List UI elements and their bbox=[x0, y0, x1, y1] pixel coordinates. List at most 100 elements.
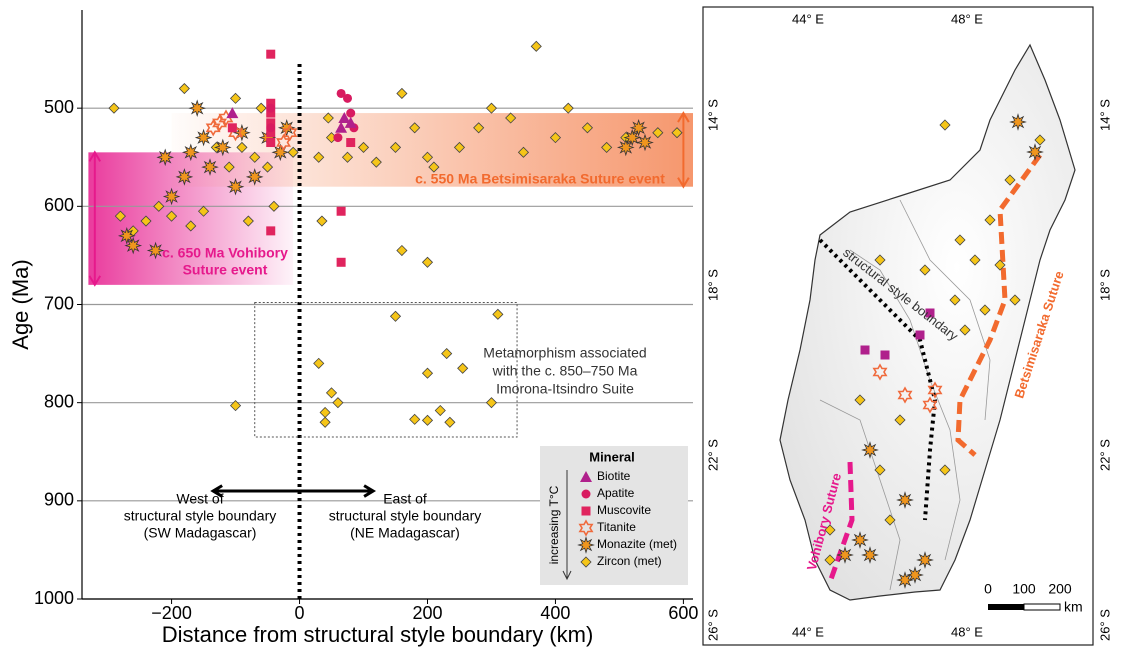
diamond-marker bbox=[422, 257, 432, 267]
diamond-marker bbox=[422, 415, 432, 425]
star-marker bbox=[190, 101, 205, 116]
scale-label: 0 bbox=[984, 581, 992, 597]
west-label: (SW Madagascar) bbox=[144, 525, 257, 541]
star-marker bbox=[158, 150, 173, 165]
west-label: structural style boundary bbox=[124, 508, 277, 524]
star-marker bbox=[126, 238, 141, 253]
legend-label: Muscovite bbox=[597, 503, 651, 517]
y-axis-label: Age (Ma) bbox=[8, 259, 33, 349]
x-tick-label: 400 bbox=[540, 603, 570, 623]
diamond-marker bbox=[256, 103, 266, 113]
band-label: c. 650 Ma Vohibory bbox=[162, 245, 288, 261]
lat-label: 26° S bbox=[705, 609, 720, 641]
lon-label: 44° E bbox=[792, 11, 824, 26]
scatter-chart: 5006007008009001000−2000200400600Distanc… bbox=[8, 10, 699, 647]
star-marker bbox=[863, 443, 878, 458]
box-label: Metamorphism associated bbox=[483, 345, 646, 361]
legend-label: Zircon (met) bbox=[597, 554, 662, 568]
star-marker bbox=[579, 538, 594, 553]
diamond-marker bbox=[442, 349, 452, 359]
diamond-marker bbox=[563, 103, 573, 113]
lat-label: 18° S bbox=[1097, 269, 1112, 301]
box-label: with the c. 850–750 Ma bbox=[492, 363, 638, 379]
diamond-marker bbox=[314, 358, 324, 368]
star-marker bbox=[898, 493, 913, 508]
square-marker bbox=[346, 138, 355, 147]
metamorphism-box bbox=[255, 303, 517, 437]
scale-label: 100 bbox=[1012, 581, 1036, 597]
diamond-marker bbox=[486, 103, 496, 113]
square-marker bbox=[266, 50, 275, 59]
legend-label: Apatite bbox=[597, 486, 635, 500]
square-marker bbox=[228, 123, 237, 132]
circle-marker bbox=[346, 109, 355, 118]
diamond-marker bbox=[320, 407, 330, 417]
circle-marker bbox=[266, 123, 275, 132]
star-marker bbox=[183, 145, 198, 160]
diamond-marker bbox=[390, 311, 400, 321]
scale-label: 200 bbox=[1048, 581, 1072, 597]
lat-label: 18° S bbox=[705, 269, 720, 301]
y-tick-label: 900 bbox=[44, 490, 74, 510]
lon-label: 48° E bbox=[951, 624, 983, 639]
east-label: (NE Madagascar) bbox=[350, 525, 460, 541]
legend-note: increasing T°C bbox=[547, 485, 561, 564]
star-marker bbox=[177, 169, 192, 184]
x-tick-label: 600 bbox=[668, 603, 698, 623]
x-axis-label: Distance from structural style boundary … bbox=[162, 622, 594, 647]
square-marker bbox=[861, 346, 870, 355]
x-tick-label: −200 bbox=[151, 603, 192, 623]
star-marker bbox=[196, 130, 211, 145]
lat-label: 22° S bbox=[705, 439, 720, 471]
star-marker bbox=[148, 243, 163, 258]
star-marker bbox=[853, 533, 868, 548]
diamond-marker bbox=[397, 88, 407, 98]
y-tick-label: 800 bbox=[44, 391, 74, 411]
diamond-marker bbox=[317, 216, 327, 226]
west-label: West of bbox=[176, 491, 223, 507]
diamond-marker bbox=[397, 246, 407, 256]
x-tick-label: 200 bbox=[412, 603, 442, 623]
star-marker bbox=[247, 169, 262, 184]
diamond-marker bbox=[333, 398, 343, 408]
star-marker bbox=[1011, 115, 1026, 130]
star-marker bbox=[164, 189, 179, 204]
diamond-marker bbox=[231, 93, 241, 103]
scale-segment bbox=[1024, 604, 1060, 610]
diamond-marker bbox=[458, 363, 468, 373]
y-tick-label: 700 bbox=[44, 293, 74, 313]
diamond-marker bbox=[435, 406, 445, 416]
star-marker bbox=[228, 179, 243, 194]
legend-label: Titanite bbox=[597, 520, 636, 534]
star-marker bbox=[215, 140, 230, 155]
y-tick-label: 600 bbox=[44, 195, 74, 215]
diamond-marker bbox=[445, 417, 455, 427]
star-marker bbox=[203, 160, 218, 175]
star-marker bbox=[898, 573, 913, 588]
band-label: c. 550 Ma Betsimisaraka Suture event bbox=[415, 171, 665, 187]
diamond-marker bbox=[320, 417, 330, 427]
square-marker bbox=[266, 226, 275, 235]
square-marker bbox=[916, 331, 925, 340]
lon-label: 48° E bbox=[951, 11, 983, 26]
east-label: structural style boundary bbox=[329, 508, 482, 524]
scale-unit: km bbox=[1064, 599, 1083, 615]
legend-label: Monazite (met) bbox=[597, 537, 677, 551]
star-marker bbox=[918, 553, 933, 568]
lat-label: 26° S bbox=[1097, 609, 1112, 641]
circle-marker bbox=[333, 133, 342, 142]
diamond-marker bbox=[493, 309, 503, 319]
lat-label: 14° S bbox=[1097, 99, 1112, 131]
star-marker bbox=[1028, 145, 1043, 160]
band-label: Suture event bbox=[183, 262, 268, 278]
star-marker bbox=[838, 548, 853, 563]
star-marker bbox=[638, 135, 653, 150]
map: 44° E 48° E 44° E 48° E 14° S 18° S 22° … bbox=[703, 7, 1112, 645]
y-tick-label: 1000 bbox=[34, 588, 74, 608]
lat-label: 14° S bbox=[705, 99, 720, 131]
square-marker bbox=[881, 351, 890, 360]
diamond-marker bbox=[327, 388, 337, 398]
x-tick-label: 0 bbox=[295, 603, 305, 623]
figure: 5006007008009001000−2000200400600Distanc… bbox=[0, 0, 1127, 654]
legend-label: Biotite bbox=[597, 469, 631, 483]
